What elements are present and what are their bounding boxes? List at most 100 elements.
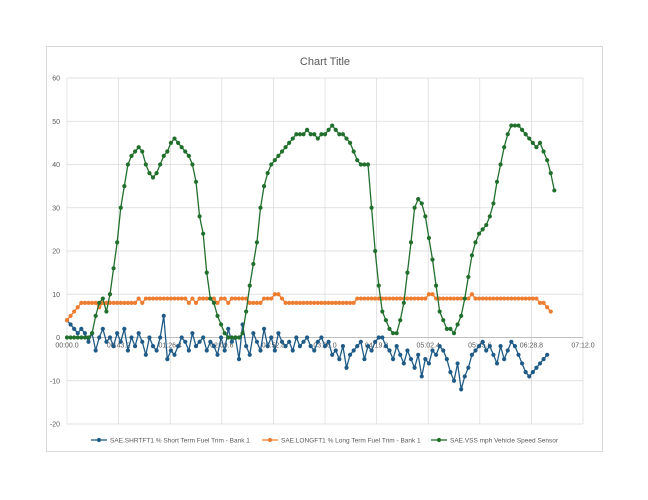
data-point <box>269 335 274 340</box>
data-point <box>183 339 188 344</box>
data-point <box>405 270 410 275</box>
legend-label: SAE.LONGFT1 % Long Term Fuel Trim - Bank… <box>281 437 421 444</box>
data-point <box>179 296 184 301</box>
data-point <box>129 335 134 340</box>
data-point <box>340 132 346 137</box>
data-point <box>86 300 91 305</box>
data-point <box>172 296 177 301</box>
data-point <box>229 339 234 344</box>
data-point <box>355 158 360 163</box>
series-1 <box>64 313 550 392</box>
data-point <box>423 214 428 219</box>
data-point <box>494 179 500 184</box>
data-point <box>401 361 406 366</box>
data-point <box>326 339 331 344</box>
data-point <box>498 162 503 167</box>
data-point <box>545 352 550 357</box>
data-point <box>258 348 263 353</box>
data-point <box>122 184 127 189</box>
data-point <box>383 344 389 349</box>
data-point <box>290 348 295 353</box>
data-point <box>201 296 206 301</box>
data-point <box>287 339 292 344</box>
data-point <box>430 348 435 353</box>
data-point <box>373 248 378 254</box>
data-point <box>502 296 507 301</box>
data-point <box>75 305 80 310</box>
data-point <box>193 344 199 349</box>
data-point <box>509 123 514 128</box>
legend-entry: SAE.VSS mph Vehicle Speed Sensor <box>431 437 559 444</box>
data-point <box>150 175 156 180</box>
data-point <box>322 132 328 137</box>
data-point <box>408 240 414 245</box>
data-point <box>215 300 220 305</box>
data-point <box>484 348 489 353</box>
data-point <box>68 322 73 327</box>
data-point <box>319 300 324 305</box>
data-point <box>416 197 421 202</box>
data-point <box>287 300 292 305</box>
data-point <box>362 357 367 362</box>
data-point <box>229 296 234 301</box>
data-point <box>190 331 195 336</box>
data-point <box>548 309 553 314</box>
data-point <box>222 348 227 353</box>
legend-entry: SAE.SHRTFT1 % Short Term Fuel Trim - Ban… <box>91 437 250 444</box>
data-point <box>272 292 277 297</box>
data-point <box>190 296 195 301</box>
legend-label: SAE.SHRTFT1 % Short Term Fuel Trim - Ban… <box>110 437 250 444</box>
data-point <box>211 344 217 349</box>
data-point <box>545 305 550 310</box>
data-point <box>412 296 417 301</box>
data-point <box>254 339 260 344</box>
data-point <box>365 162 371 167</box>
data-point <box>233 296 238 301</box>
data-point <box>297 344 303 349</box>
data-point <box>527 136 532 141</box>
data-point <box>473 296 478 301</box>
data-point <box>383 318 389 323</box>
data-point <box>247 352 252 357</box>
data-point <box>154 296 159 301</box>
axis-layer: -20 -10 0 10 20 30 40 50 60 00:00.0 00:43.2 01:26.4… <box>50 76 595 429</box>
data-point <box>272 158 277 163</box>
data-point <box>494 296 500 301</box>
data-point <box>297 300 303 305</box>
data-point <box>466 274 471 280</box>
data-point <box>408 357 414 362</box>
data-point <box>236 296 242 301</box>
data-point <box>143 352 148 357</box>
data-point <box>244 309 249 314</box>
data-point <box>294 335 299 340</box>
data-point <box>283 300 288 305</box>
data-point <box>64 335 70 340</box>
data-point <box>107 292 113 297</box>
data-point <box>193 179 199 184</box>
data-point <box>132 344 138 349</box>
data-point <box>451 296 457 301</box>
x-tick-label: 04:19.2 <box>365 343 388 350</box>
data-point <box>201 335 206 340</box>
y-tick-label: 30 <box>52 205 60 212</box>
data-point <box>254 300 260 305</box>
data-point <box>165 357 170 362</box>
grid-layer <box>66 77 584 425</box>
data-point <box>82 335 88 340</box>
data-point <box>79 300 84 305</box>
data-point <box>279 296 285 301</box>
data-point <box>204 296 209 301</box>
data-point <box>175 296 181 301</box>
data-point <box>394 344 399 349</box>
x-tick-label: 01:26.4 <box>159 343 182 350</box>
data-point <box>276 292 281 297</box>
y-tick-label: 40 <box>52 162 60 169</box>
data-point <box>68 313 73 318</box>
data-point <box>175 140 181 145</box>
data-point <box>523 370 528 375</box>
data-point <box>140 300 145 305</box>
data-point <box>337 357 342 362</box>
series-3 <box>64 123 557 340</box>
data-point <box>412 365 417 370</box>
data-point <box>158 296 163 301</box>
